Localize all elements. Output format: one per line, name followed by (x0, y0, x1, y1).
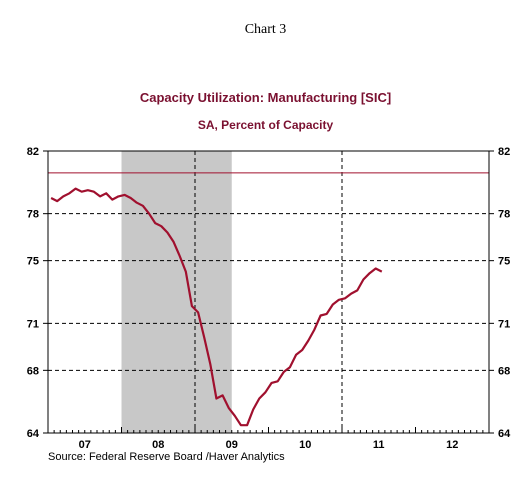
y-tick-label-left: 71 (27, 318, 39, 330)
x-tick-label: 12 (446, 439, 458, 451)
y-tick-label-right: 64 (498, 428, 511, 440)
x-tick-label: 07 (79, 439, 91, 451)
y-tick-label-left: 82 (27, 146, 39, 158)
chart-number: Chart 3 (244, 22, 287, 37)
source-note: Source: Federal Reserve Board /Haver Ana… (48, 451, 285, 463)
chart-subtitle: SA, Percent of Capacity (197, 118, 334, 132)
y-tick-label-right: 78 (498, 209, 510, 221)
y-tick-label-left: 64 (27, 428, 40, 440)
chart-title: Capacity Utilization: Manufacturing [SIC… (139, 90, 392, 105)
y-tick-label-right: 68 (498, 365, 510, 377)
x-tick-label: 10 (299, 439, 311, 451)
x-tick-label: 08 (152, 439, 164, 451)
y-tick-label-left: 68 (27, 365, 39, 377)
y-tick-label-left: 75 (27, 256, 39, 268)
series-line (50, 187, 383, 427)
plot-frame (47, 150, 490, 434)
y-tick-label-right: 82 (498, 146, 510, 158)
y-tick-label-left: 78 (27, 209, 39, 221)
x-tick-label: 09 (226, 439, 238, 451)
y-tick-label-right: 71 (498, 318, 510, 330)
y-tick-label-right: 75 (498, 256, 510, 268)
x-tick-label: 11 (373, 439, 385, 451)
